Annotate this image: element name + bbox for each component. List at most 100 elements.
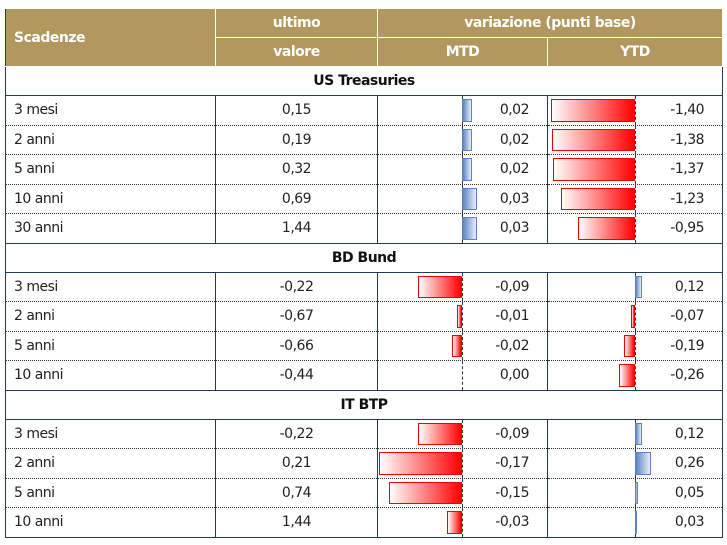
ultimo-valore: -0,22 — [215, 419, 378, 449]
ytd-value: -1,38 — [670, 131, 705, 148]
mtd-cell: -0,09 — [377, 419, 548, 449]
ytd-cell: 0,03 — [546, 507, 724, 538]
mtd-cell: 0,02 — [377, 125, 548, 155]
ytd-cell: -1,37 — [546, 154, 724, 185]
header-mtd: MTD — [377, 37, 548, 67]
ytd-data-bar — [635, 452, 651, 475]
yields-table: Scadenze ultimo variazione (punti base) … — [4, 8, 724, 538]
table-row: 2 anni 0,21 -0,17 0,26 — [5, 448, 724, 479]
mtd-cell: -0,02 — [377, 331, 548, 361]
header-ultimo: ultimo — [215, 8, 378, 38]
scadenza: 5 anni — [5, 154, 216, 185]
ytd-value: 0,03 — [674, 514, 705, 530]
ytd-axis — [635, 184, 636, 213]
section-title: US Treasuries — [4, 66, 724, 96]
mtd-value: -0,09 — [495, 278, 529, 295]
mtd-data-bar — [457, 305, 462, 328]
ultimo-valore: -0,22 — [215, 272, 378, 302]
mtd-cell: 0,02 — [377, 154, 548, 185]
table-row: 10 anni -0,44 0,00 -0,26 — [5, 360, 724, 391]
ytd-value: -0,26 — [670, 367, 705, 383]
ytd-data-bar — [635, 275, 643, 298]
ytd-data-bar — [635, 511, 637, 534]
mtd-axis — [462, 449, 463, 478]
ytd-cell: 0,26 — [546, 448, 724, 479]
mtd-cell: -0,17 — [377, 448, 548, 479]
table-row: 5 anni 0,32 0,02 -1,37 — [5, 154, 724, 185]
mtd-value: -0,03 — [495, 514, 529, 530]
ytd-data-bar — [623, 334, 635, 357]
ytd-axis — [635, 361, 636, 390]
table-row: 5 anni 0,74 -0,15 0,05 — [5, 478, 724, 508]
mtd-axis — [462, 331, 463, 360]
mtd-cell: -0,01 — [377, 301, 548, 332]
ytd-axis — [635, 125, 636, 154]
mtd-value: 0,03 — [499, 190, 530, 207]
ytd-data-bar — [552, 158, 635, 181]
mtd-data-bar — [447, 511, 462, 534]
mtd-value: 0,02 — [499, 161, 530, 177]
table-row: 30 anni 1,44 0,03 -0,95 — [5, 213, 724, 244]
mtd-value: -0,17 — [495, 455, 529, 471]
mtd-value: 0,02 — [499, 131, 530, 148]
table-row: 3 mesi -0,22 -0,09 0,12 — [5, 272, 724, 302]
ytd-cell: -0,95 — [546, 213, 724, 244]
ultimo-valore: 1,44 — [215, 507, 378, 538]
mtd-value: -0,01 — [495, 308, 529, 324]
ytd-data-bar — [635, 481, 638, 504]
ytd-data-bar — [619, 364, 635, 387]
ytd-value: -1,40 — [670, 102, 705, 118]
mtd-cell: -0,03 — [377, 507, 548, 538]
mtd-value: 0,03 — [499, 220, 530, 236]
scadenza: 5 anni — [5, 478, 216, 508]
mtd-data-bar — [462, 99, 472, 122]
ytd-cell: 0,05 — [546, 478, 724, 508]
ultimo-valore: 0,15 — [215, 95, 378, 126]
ytd-data-bar — [630, 305, 635, 328]
scadenza: 3 mesi — [5, 272, 216, 302]
mtd-cell: 0,02 — [377, 95, 548, 126]
ytd-cell: -0,19 — [546, 331, 724, 361]
mtd-data-bar — [417, 422, 462, 445]
ytd-value: 0,26 — [674, 455, 705, 471]
mtd-cell: -0,09 — [377, 272, 548, 302]
scadenza: 5 anni — [5, 331, 216, 361]
ultimo-valore: 0,69 — [215, 184, 378, 214]
ytd-axis — [635, 96, 636, 125]
ytd-data-bar — [578, 217, 635, 240]
header-scadenze: Scadenze — [5, 8, 216, 67]
mtd-cell: 0,03 — [377, 184, 548, 214]
ytd-cell: -1,40 — [546, 95, 724, 126]
header-valore: valore — [215, 37, 378, 67]
ytd-value: 0,12 — [674, 425, 705, 442]
scadenza: 3 mesi — [5, 419, 216, 449]
ytd-data-bar — [552, 128, 635, 151]
mtd-data-bar — [462, 187, 477, 210]
ytd-value: -1,23 — [670, 190, 705, 207]
mtd-data-bar — [462, 217, 477, 240]
ytd-value: -0,19 — [670, 337, 705, 354]
section-title: IT BTP — [4, 389, 724, 420]
mtd-data-bar — [452, 334, 462, 357]
table-row: 10 anni 0,69 0,03 -1,23 — [5, 184, 724, 214]
mtd-axis — [462, 508, 463, 537]
mtd-data-bar — [462, 128, 472, 151]
mtd-data-bar — [388, 481, 462, 504]
mtd-axis — [462, 419, 463, 448]
mtd-value: -0,02 — [495, 337, 529, 354]
table-row: 2 anni 0,19 0,02 -1,38 — [5, 125, 724, 155]
scadenza: 10 anni — [5, 360, 216, 391]
table-row: 2 anni -0,67 -0,01 -0,07 — [5, 301, 724, 332]
mtd-value: -0,15 — [495, 484, 529, 501]
mtd-cell: -0,15 — [377, 478, 548, 508]
ytd-value: -0,95 — [670, 220, 705, 236]
ytd-cell: -0,07 — [546, 301, 724, 332]
mtd-axis — [462, 302, 463, 331]
table-row: 10 anni 1,44 -0,03 0,03 — [5, 507, 724, 538]
ytd-value: -0,07 — [670, 308, 705, 324]
table-row: 3 mesi -0,22 -0,09 0,12 — [5, 419, 724, 449]
mtd-data-bar — [462, 158, 472, 181]
section-title: BD Bund — [4, 242, 724, 273]
ytd-cell: 0,12 — [546, 419, 724, 449]
ultimo-valore: 0,32 — [215, 154, 378, 185]
